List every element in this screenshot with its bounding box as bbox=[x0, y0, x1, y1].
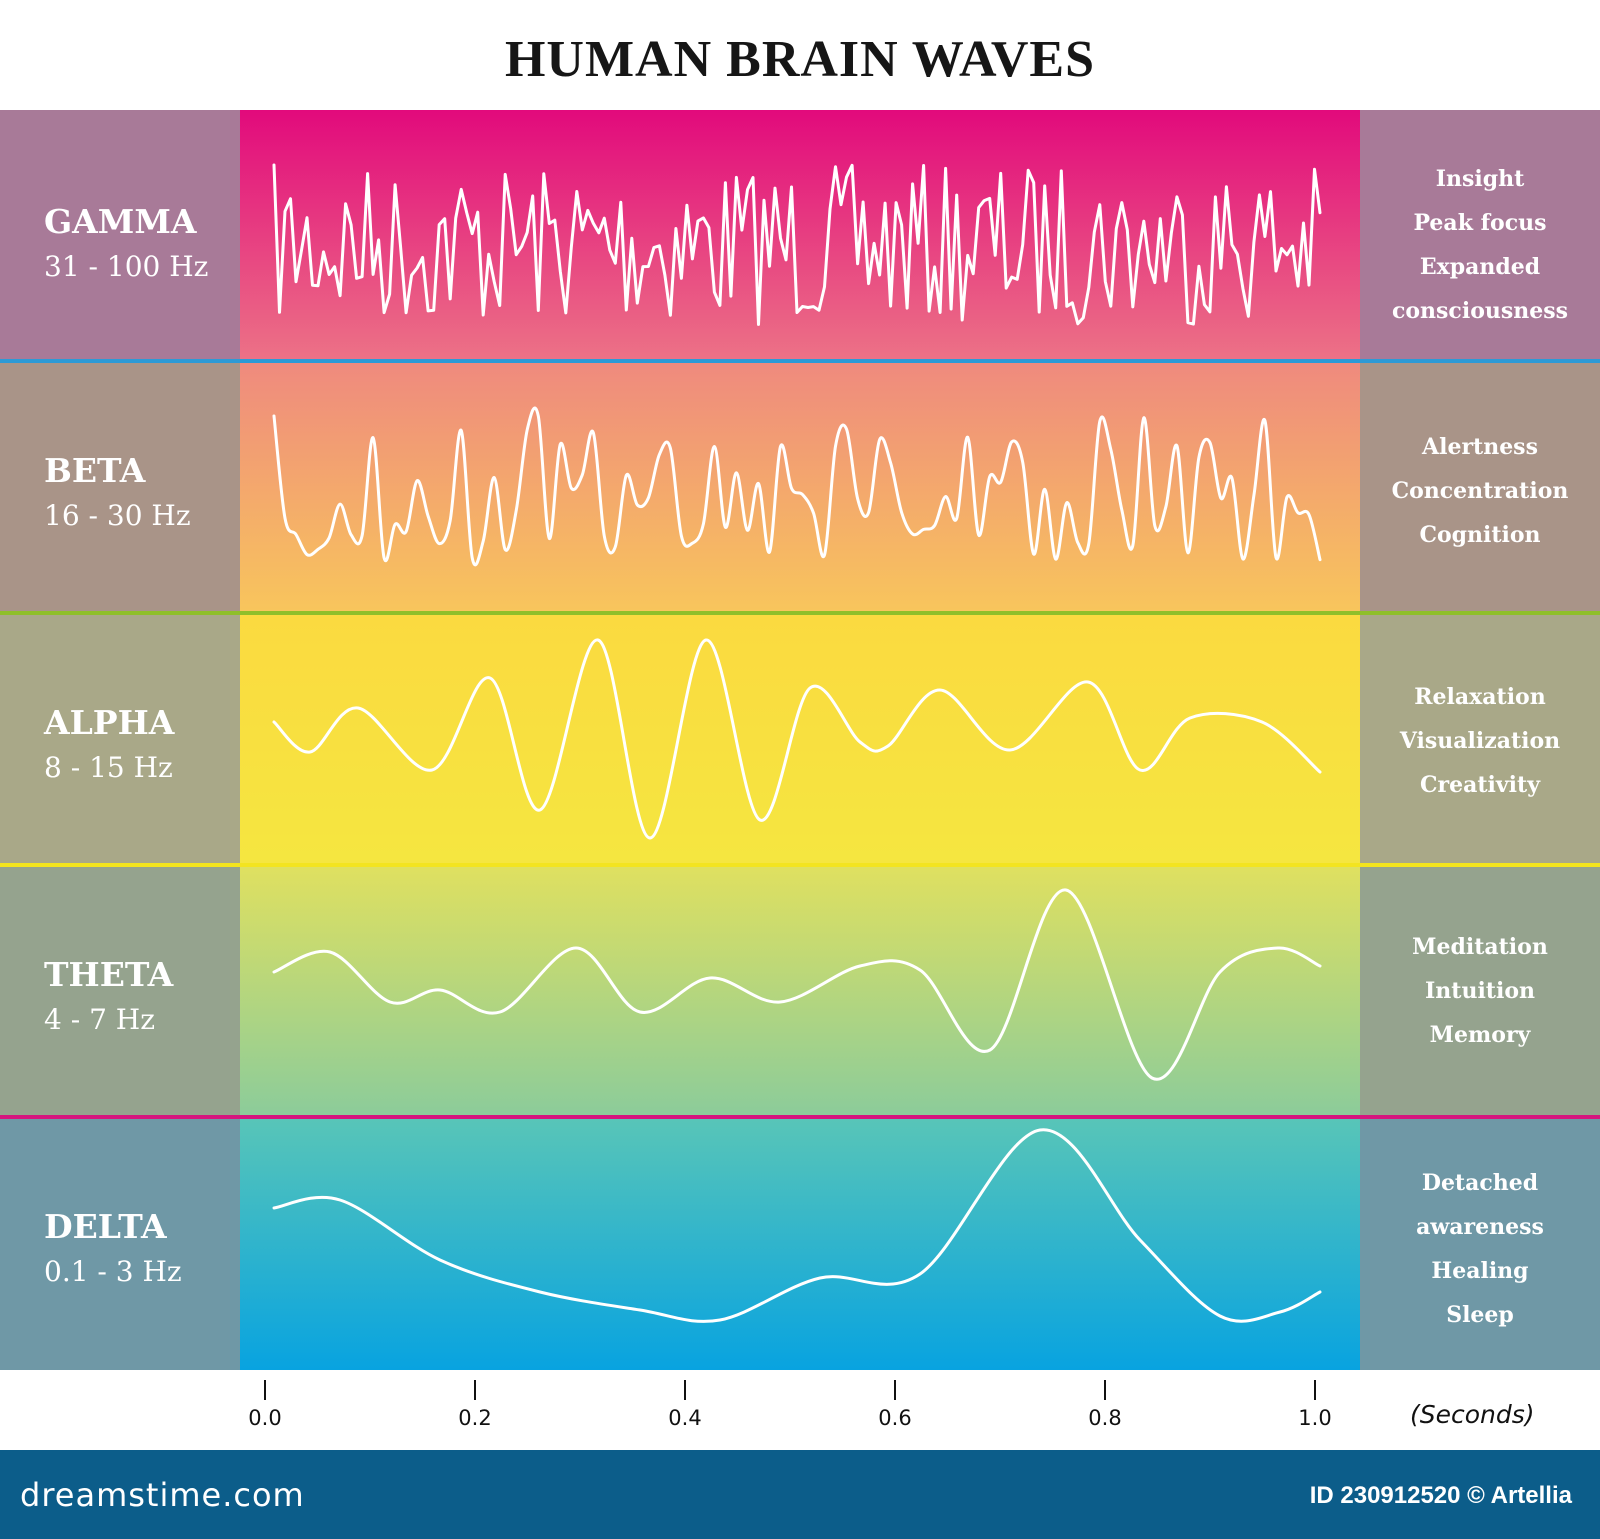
band-gamma-right-panel bbox=[1360, 110, 1600, 360]
band-beta-frequency: 16 - 30 Hz bbox=[44, 499, 191, 532]
axis-unit-label: (Seconds) bbox=[1410, 1400, 1535, 1429]
band-theta-left-panel bbox=[0, 867, 240, 1115]
trait: Relaxation bbox=[1414, 683, 1546, 710]
axis-tick bbox=[684, 1380, 686, 1400]
trait: Memory bbox=[1429, 1021, 1531, 1048]
axis-tick-label: 0.2 bbox=[458, 1406, 492, 1430]
footer-image-id: ID 230912520 © Artellia bbox=[1309, 1482, 1572, 1509]
band-gamma-separator bbox=[0, 359, 1600, 363]
band-theta-frequency: 4 - 7 Hz bbox=[44, 1003, 155, 1036]
band-delta-right-panel bbox=[1360, 1119, 1600, 1370]
trait: Insight bbox=[1435, 166, 1525, 192]
band-gamma-frequency: 31 - 100 Hz bbox=[44, 250, 209, 283]
axis-tick-label: 0.8 bbox=[1088, 1406, 1122, 1430]
band-gamma-wave-area bbox=[240, 110, 1360, 360]
trait: Peak focus bbox=[1413, 210, 1547, 236]
band-gamma: GAMMA 31 - 100 Hz Insight Peak focus Exp… bbox=[0, 110, 1600, 360]
gamma-wave-line bbox=[272, 163, 1322, 326]
band-delta-wave-area bbox=[240, 1119, 1360, 1370]
band-gamma-traits: Insight Peak focus Expanded consciousnes… bbox=[1360, 155, 1600, 335]
band-beta-right-panel bbox=[1360, 363, 1600, 611]
waves-layer bbox=[272, 163, 1322, 1323]
band-beta-traits: Alertness Concentration Cognition bbox=[1360, 423, 1600, 558]
trait: Expanded bbox=[1419, 254, 1541, 280]
band-alpha-name: ALPHA bbox=[44, 703, 175, 742]
band-theta-traits: Meditation Intuition Memory bbox=[1360, 923, 1600, 1058]
axis-tick bbox=[474, 1380, 476, 1400]
axis-tick bbox=[1104, 1380, 1106, 1400]
trait: Sleep bbox=[1446, 1302, 1514, 1328]
band-delta-name: DELTA bbox=[44, 1207, 167, 1246]
band-alpha-traits: Relaxation Visualization Creativity bbox=[1360, 673, 1600, 808]
band-beta: BETA 16 - 30 Hz Alertness Concentration … bbox=[0, 363, 1600, 611]
axis-tick bbox=[264, 1380, 266, 1400]
band-beta-separator bbox=[0, 611, 1600, 615]
band-theta-separator bbox=[0, 1115, 1600, 1119]
band-delta: DELTA 0.1 - 3 Hz Detached awareness Heal… bbox=[0, 1119, 1600, 1370]
beta-wave-line bbox=[272, 406, 1322, 567]
band-alpha-separator bbox=[0, 863, 1600, 867]
axis-tick-label: 0.6 bbox=[878, 1406, 912, 1430]
trait: Concentration bbox=[1391, 477, 1569, 504]
band-gamma-left-panel bbox=[0, 110, 240, 360]
trait: Detached bbox=[1421, 1170, 1539, 1196]
band-delta-frequency: 0.1 - 3 Hz bbox=[44, 1255, 182, 1288]
band-gamma-name: GAMMA bbox=[44, 202, 197, 241]
bands-container: GAMMA 31 - 100 Hz Insight Peak focus Exp… bbox=[0, 110, 1600, 1370]
trait: Cognition bbox=[1419, 521, 1541, 548]
footer-site-link[interactable]: dreamstime.com bbox=[20, 1476, 305, 1514]
band-alpha-wave-area bbox=[240, 615, 1360, 863]
band-alpha-right-panel bbox=[1360, 615, 1600, 863]
band-alpha-left-panel bbox=[0, 615, 240, 863]
trait: Intuition bbox=[1425, 977, 1535, 1004]
axis-tick-label: 0.4 bbox=[668, 1406, 702, 1430]
trait: awareness bbox=[1416, 1214, 1544, 1240]
trait: Meditation bbox=[1412, 933, 1548, 960]
band-beta-left-panel bbox=[0, 363, 240, 611]
alpha-wave-line bbox=[272, 638, 1322, 840]
axis-tick-label: 1.0 bbox=[1298, 1406, 1332, 1430]
trait: Alertness bbox=[1422, 433, 1538, 460]
band-beta-name: BETA bbox=[44, 451, 146, 490]
band-beta-wave-area bbox=[240, 363, 1360, 611]
band-delta-left-panel bbox=[0, 1119, 240, 1370]
time-axis: 0.0 0.2 0.4 0.6 0.8 1.0 (Seconds) bbox=[0, 1370, 1600, 1450]
band-alpha: ALPHA 8 - 15 Hz Relaxation Visualization… bbox=[0, 615, 1600, 863]
trait: consciousness bbox=[1391, 298, 1569, 324]
band-theta-right-panel bbox=[1360, 867, 1600, 1115]
trait: Creativity bbox=[1420, 771, 1540, 798]
band-alpha-frequency: 8 - 15 Hz bbox=[44, 751, 173, 784]
theta-wave-line bbox=[272, 888, 1322, 1081]
axis-tick-label: 0.0 bbox=[248, 1406, 282, 1430]
band-theta-name: THETA bbox=[44, 955, 174, 994]
footer-bar: dreamstime.com ID 230912520 © Artellia bbox=[0, 1450, 1600, 1539]
delta-wave-line bbox=[272, 1128, 1322, 1323]
axis-tick bbox=[1314, 1380, 1316, 1400]
axis-tick bbox=[894, 1380, 896, 1400]
band-delta-traits: Detached awareness Healing Sleep bbox=[1360, 1159, 1600, 1339]
trait: Visualization bbox=[1399, 727, 1561, 754]
page-title: HUMAN BRAIN WAVES bbox=[504, 30, 1096, 88]
trait: Healing bbox=[1431, 1258, 1529, 1284]
